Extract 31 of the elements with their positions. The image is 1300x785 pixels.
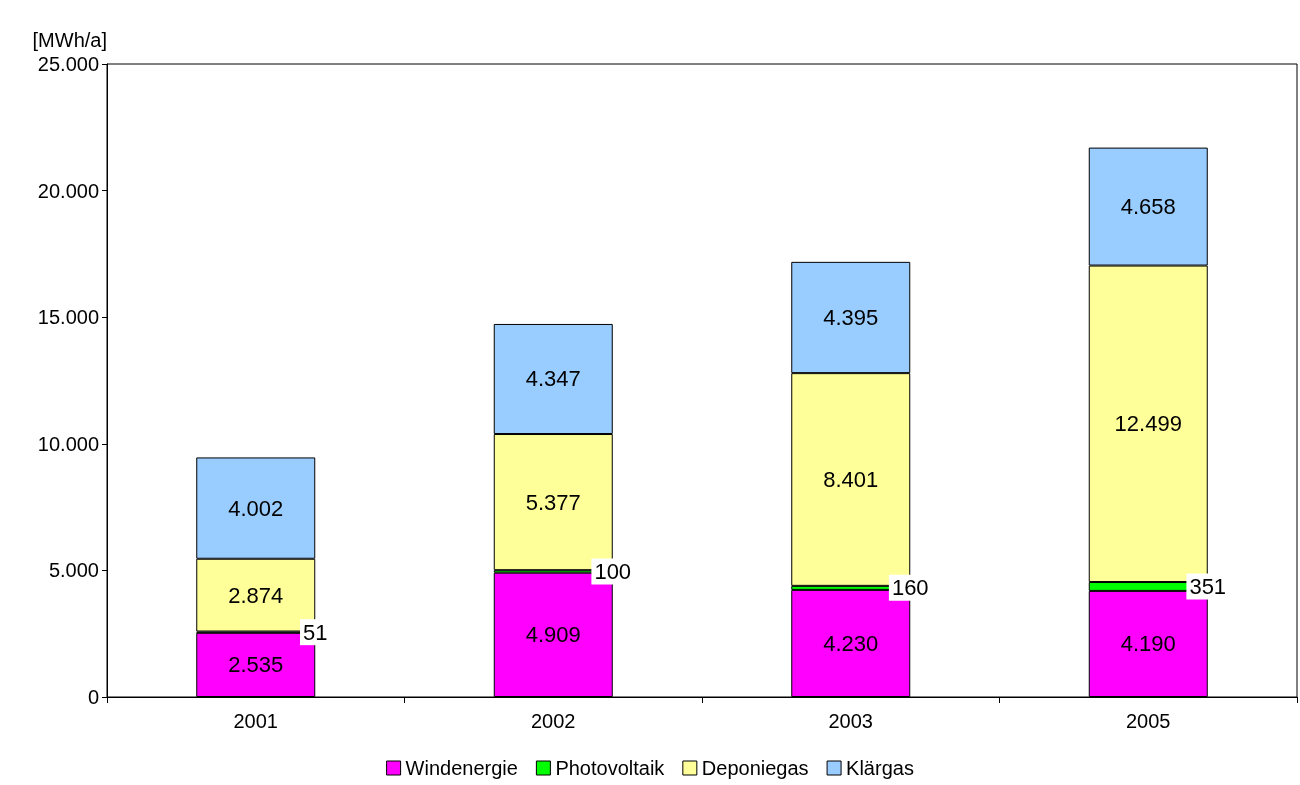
- data-label: 2.535: [228, 652, 284, 678]
- y-tick-label: 15.000: [37, 306, 99, 329]
- y-tick-label: 10.000: [37, 432, 99, 455]
- data-label: 160: [891, 575, 929, 601]
- y-tick-label: 25.000: [37, 53, 99, 75]
- data-label: 12.499: [1114, 411, 1182, 437]
- data-label: 51: [303, 619, 328, 645]
- y-axis-title: [MWh/a]: [32, 29, 107, 51]
- data-label: 100: [594, 558, 632, 584]
- x-tick-label: 2002: [531, 710, 576, 732]
- data-label: 4.230: [823, 630, 879, 656]
- y-tick-label: 5.000: [48, 559, 99, 582]
- data-label: 4.395: [823, 304, 879, 330]
- data-label: 4.658: [1120, 194, 1176, 220]
- data-label: 5.377: [525, 489, 581, 515]
- data-label: 4.347: [525, 366, 581, 392]
- legend-label: Windenergie: [405, 757, 518, 779]
- legend-label: Photovoltaik: [555, 757, 666, 779]
- data-label: 2.874: [228, 582, 284, 608]
- y-tick-label: 0: [87, 686, 99, 708]
- x-tick-label: 2001: [233, 710, 278, 732]
- x-tick-label: 2005: [1126, 710, 1171, 732]
- data-label: 4.909: [525, 622, 581, 648]
- y-tick-label: 20.000: [37, 179, 99, 202]
- legend-label: Deponiegas: [701, 757, 809, 779]
- legend-label: Klärgas: [846, 757, 914, 779]
- x-tick-label: 2003: [828, 710, 873, 732]
- data-label: 351: [1189, 573, 1227, 599]
- data-label: 8.401: [823, 466, 879, 492]
- data-label: 4.002: [228, 495, 284, 521]
- data-label: 4.190: [1120, 631, 1176, 657]
